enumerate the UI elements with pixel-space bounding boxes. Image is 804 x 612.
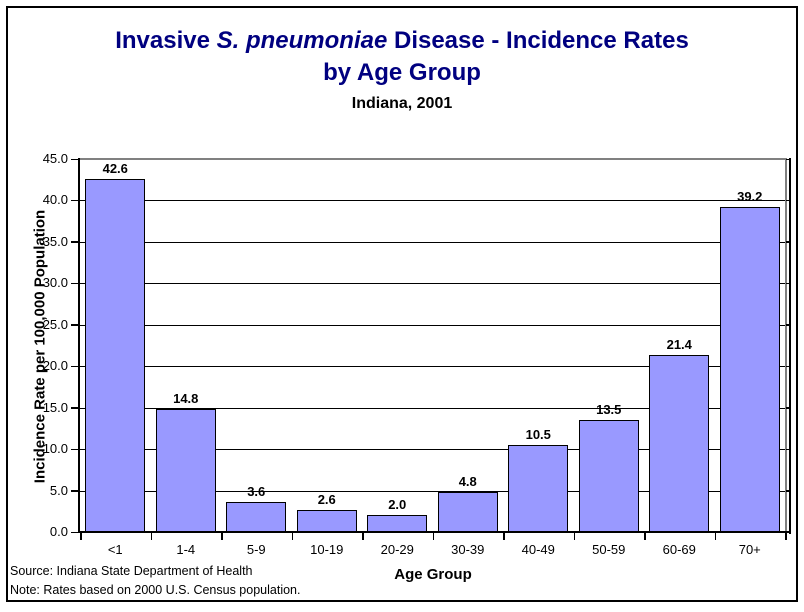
- bar-value-label: 39.2: [737, 189, 763, 205]
- y-axis-tick: [71, 490, 79, 492]
- secondary-y-axis-line: [789, 158, 791, 534]
- gridline: [80, 407, 785, 409]
- x-axis-tick: [80, 533, 82, 540]
- secondary-y-axis-tick: [786, 199, 790, 202]
- bar-70+: [719, 207, 780, 532]
- secondary-y-axis-tick: [786, 282, 790, 285]
- secondary-y-axis-tick: [786, 324, 790, 326]
- x-axis-tick: [573, 533, 575, 540]
- x-category-label: 20-29: [380, 542, 414, 557]
- y-tick-label: 35.0: [42, 233, 68, 249]
- x-category-label: 40-49: [521, 542, 555, 557]
- gridline: [80, 241, 785, 243]
- bar-<1: [85, 178, 146, 532]
- gridline: [80, 200, 785, 202]
- x-category-label: <1: [107, 542, 123, 557]
- x-axis-tick: [291, 533, 293, 540]
- y-tick-label: 15.0: [42, 399, 68, 415]
- x-axis-tick: [644, 533, 646, 540]
- x-axis-tick: [714, 533, 716, 540]
- bar-value-label: 14.8: [173, 391, 199, 407]
- x-axis-tick: [150, 533, 152, 540]
- secondary-y-axis-tick: [786, 448, 790, 451]
- bar-value-label: 42.6: [102, 160, 128, 176]
- secondary-y-axis-tick: [786, 158, 790, 160]
- y-tick-label: 20.0: [42, 358, 68, 374]
- gridline: [80, 366, 785, 368]
- y-axis-tick: [71, 531, 79, 533]
- y-axis-tick: [71, 158, 79, 160]
- y-tick-label: 30.0: [42, 275, 68, 291]
- chart-title-suffix: Disease - Incidence Rates: [387, 27, 689, 54]
- x-axis-tick: [362, 533, 364, 540]
- x-axis-tick: [503, 533, 505, 540]
- x-category-label: 5-9: [246, 542, 266, 557]
- y-tick-label: 5.0: [49, 482, 68, 498]
- y-tick-label: 0.0: [49, 524, 68, 539]
- gridline: [80, 490, 785, 492]
- gridline: [80, 449, 785, 451]
- bar-value-label: 2.6: [317, 492, 336, 508]
- chart-title-prefix: Invasive: [115, 27, 217, 54]
- chart-title-line1: Invasive S. pneumoniae Disease - Inciden…: [0, 26, 804, 56]
- x-category-label: 50-59: [592, 542, 626, 557]
- bar-5-9: [226, 502, 287, 532]
- bar-value-label: 2.0: [388, 497, 407, 513]
- bar-value-label: 4.8: [458, 474, 477, 490]
- plot-border-right: [785, 158, 787, 533]
- gridline: [80, 324, 785, 326]
- y-tick-label: 25.0: [42, 316, 68, 332]
- y-tick-label: 45.0: [42, 151, 68, 166]
- bar-10-19: [296, 510, 357, 532]
- gridline: [80, 283, 785, 285]
- x-axis-tick: [221, 533, 223, 540]
- x-category-label: 60-69: [662, 542, 696, 557]
- x-axis-line: [78, 531, 791, 533]
- secondary-y-axis-tick: [786, 365, 790, 368]
- source-note: Source: Indiana State Department of Heal…: [10, 564, 253, 578]
- bar-40-49: [508, 444, 569, 532]
- y-axis-tick: [71, 282, 79, 285]
- secondary-y-axis-tick: [786, 241, 790, 243]
- chart-subtitle: Indiana, 2001: [351, 95, 453, 112]
- y-tick-label: 10.0: [42, 441, 68, 457]
- y-axis-tick: [71, 241, 79, 243]
- x-category-label: 1-4: [176, 542, 196, 557]
- bar-50-59: [578, 420, 639, 532]
- secondary-y-axis-tick: [786, 407, 790, 409]
- plot-border-top: [80, 158, 787, 160]
- chart-title-species-italic: S. pneumoniae: [216, 27, 388, 54]
- y-axis-tick: [71, 448, 79, 451]
- bar-20-29: [367, 515, 428, 532]
- y-tick-label: 40.0: [42, 192, 68, 208]
- bar-1-4: [155, 409, 216, 532]
- x-axis-tick: [785, 533, 787, 540]
- y-axis-tick: [71, 199, 79, 202]
- secondary-y-axis-tick: [786, 490, 790, 492]
- y-axis-tick: [71, 365, 79, 368]
- y-axis-line: [78, 158, 80, 533]
- bar-value-label: 13.5: [596, 402, 622, 418]
- y-axis-tick: [71, 324, 79, 326]
- x-category-label: 70+: [738, 542, 761, 557]
- bar-value-label: 10.5: [525, 426, 551, 442]
- x-category-label: 10-19: [310, 542, 344, 557]
- x-axis-title: Age Group: [394, 566, 472, 583]
- x-category-label: 30-39: [451, 542, 485, 557]
- bar-30-39: [437, 492, 498, 532]
- bar-60-69: [649, 354, 710, 532]
- y-axis-tick: [71, 407, 79, 409]
- census-note: Note: Rates based on 2000 U.S. Census po…: [10, 583, 301, 597]
- x-axis-tick: [432, 533, 434, 540]
- bar-value-label: 21.4: [666, 336, 692, 352]
- chart-title-line2: by Age Group: [323, 59, 481, 86]
- bar-value-label: 3.6: [247, 484, 266, 500]
